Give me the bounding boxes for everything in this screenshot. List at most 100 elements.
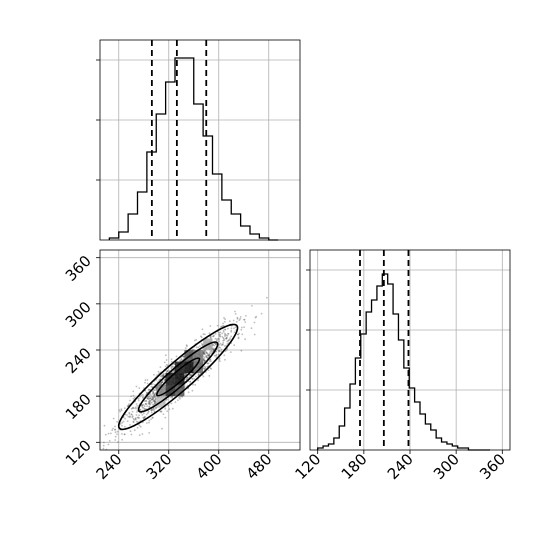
scatter-point [160, 381, 163, 384]
scatter-point [148, 406, 151, 409]
scatter-point [230, 330, 233, 333]
scatter-point [150, 385, 153, 388]
scatter-point [208, 354, 210, 357]
scatter-point [151, 417, 154, 419]
scatter-point [146, 397, 149, 400]
scatter-point [153, 394, 156, 397]
scatter-point [108, 440, 111, 442]
scatter-point [219, 342, 222, 345]
scatter-point [141, 433, 144, 435]
scatter-point [148, 395, 151, 398]
marginal-y-histogram [317, 273, 490, 451]
scatter-point [224, 345, 226, 347]
scatter-point [165, 363, 168, 366]
scatter-point [142, 396, 144, 398]
scatter-point [266, 296, 268, 299]
scatter-point [136, 426, 139, 429]
scatter-point [192, 383, 194, 386]
scatter-point [118, 409, 121, 411]
scatter-point [152, 390, 155, 393]
scatter-point [218, 350, 221, 353]
scatter-point [194, 383, 197, 386]
scatter-point [208, 332, 211, 335]
scatter-point [174, 401, 177, 403]
scatter-point [206, 365, 209, 368]
y-tick-label: 120 [62, 436, 95, 469]
scatter-point [214, 333, 217, 335]
scatter-point [201, 344, 204, 346]
scatter-point [215, 343, 217, 346]
scatter-point [205, 351, 208, 354]
scatter-point [157, 370, 160, 373]
scatter-point [153, 401, 156, 404]
scatter-point [218, 357, 221, 360]
scatter-point [172, 366, 174, 369]
scatter-point [185, 377, 188, 380]
scatter-point [141, 404, 144, 407]
scatter-point [138, 434, 141, 436]
scatter-point [145, 400, 147, 402]
scatter-point [131, 410, 134, 413]
marginal-x-frame [99, 39, 301, 241]
scatter-point [229, 337, 232, 340]
scatter-point [122, 420, 125, 423]
scatter-point [166, 370, 169, 372]
scatter-point [134, 406, 137, 409]
scatter-point [251, 305, 253, 307]
scatter-point [146, 379, 149, 381]
scatter-point [241, 333, 244, 336]
scatter-point [162, 374, 165, 377]
scatter-point [219, 331, 222, 334]
scatter-point [203, 350, 206, 353]
scatter-point [170, 358, 173, 360]
scatter-point [149, 399, 151, 402]
scatter-point [253, 333, 256, 336]
scatter-point [181, 395, 184, 398]
scatter-point [161, 376, 164, 378]
scatter-point [172, 365, 174, 368]
density-cell [175, 373, 185, 385]
scatter-point [120, 409, 123, 412]
scatter-point [135, 407, 137, 410]
scatter-point [127, 404, 129, 407]
scatter-point [219, 360, 221, 362]
scatter-point [154, 396, 157, 399]
scatter-point [206, 354, 209, 357]
scatter-point [173, 369, 175, 372]
scatter-point [148, 419, 151, 422]
scatter-point [102, 444, 105, 447]
scatter-point [207, 362, 210, 365]
scatter-point [240, 326, 243, 329]
scatter-point [103, 424, 106, 427]
scatter-point [147, 410, 150, 413]
scatter-point [152, 392, 155, 395]
scatter-point [168, 408, 171, 411]
joint-contours [117, 323, 239, 431]
scatter-point [182, 355, 185, 358]
scatter-point [144, 379, 147, 381]
scatter-point [164, 416, 167, 419]
scatter-point [144, 403, 147, 405]
scatter-point [154, 400, 156, 403]
scatter-point [202, 353, 205, 356]
scatter-point [236, 333, 239, 336]
scatter-point [117, 441, 119, 443]
scatter-point [121, 433, 123, 435]
scatter-point [224, 318, 227, 321]
scatter-point [137, 416, 140, 419]
scatter-point [154, 393, 156, 395]
scatter-point [191, 377, 194, 380]
scatter-point [203, 352, 206, 355]
scatter-point [152, 397, 155, 400]
scatter-point [141, 406, 144, 409]
scatter-point [147, 396, 150, 398]
scatter-point [137, 397, 140, 400]
scatter-point [189, 381, 192, 383]
scatter-point [224, 335, 226, 338]
scatter-point [244, 338, 247, 341]
scatter-point [222, 339, 225, 342]
scatter-point [175, 355, 178, 358]
scatter-point [132, 420, 135, 423]
scatter-point [187, 391, 190, 394]
